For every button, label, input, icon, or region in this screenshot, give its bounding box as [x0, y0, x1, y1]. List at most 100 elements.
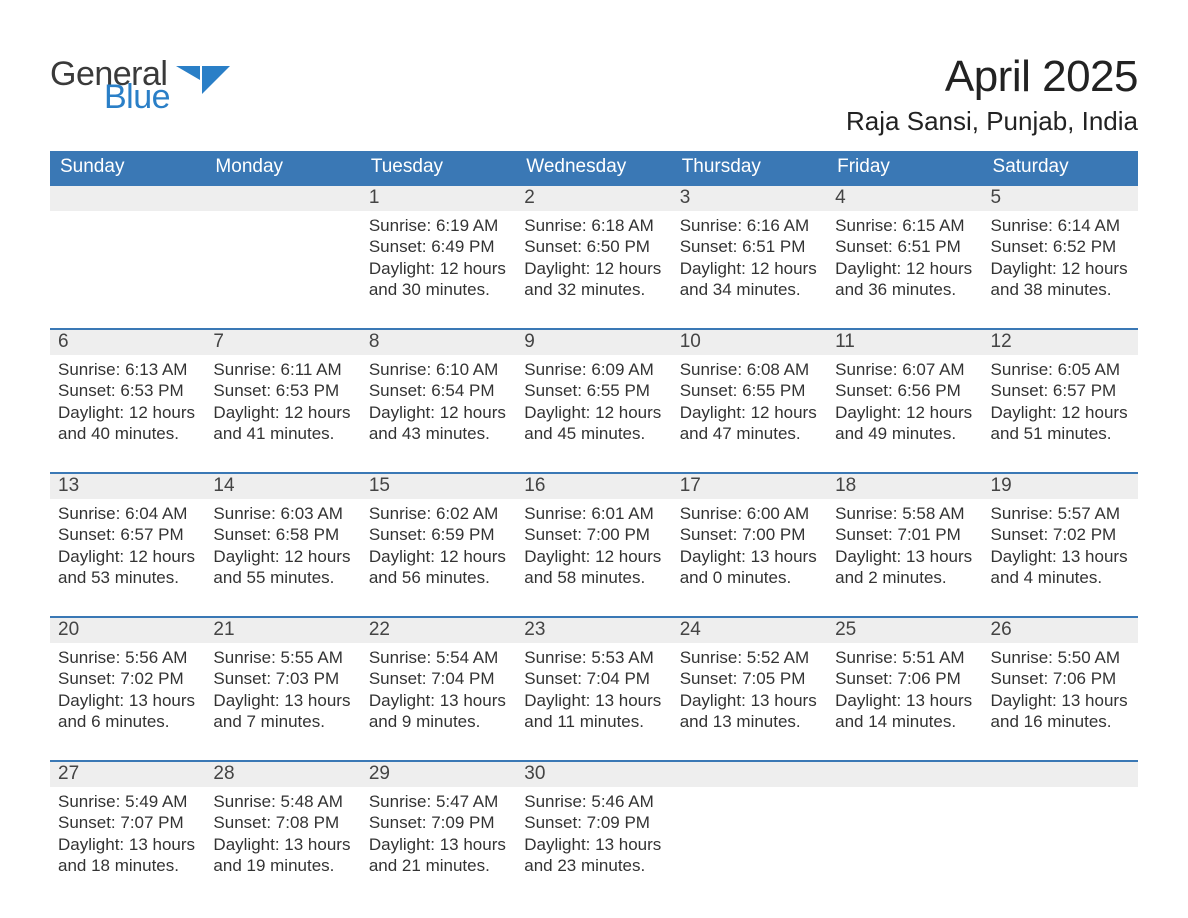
field-value: 7:03 PM	[276, 669, 339, 688]
field-value: 5:58 AM	[902, 504, 964, 523]
calendar-day-cell: 26Sunrise: 5:50 AMSunset: 7:06 PMDayligh…	[983, 617, 1138, 761]
day-content: Sunrise: 5:50 AMSunset: 7:06 PMDaylight:…	[983, 643, 1138, 760]
daylight-line: Daylight: 13 hours and 18 minutes.	[58, 834, 197, 877]
field-value: 6:08 AM	[747, 360, 809, 379]
calendar-day-cell: 16Sunrise: 6:01 AMSunset: 7:00 PMDayligh…	[516, 473, 671, 617]
sunrise-line: Sunrise: 6:03 AM	[213, 503, 352, 524]
day-content: Sunrise: 5:48 AMSunset: 7:08 PMDaylight:…	[205, 787, 360, 904]
field-value: 6:01 AM	[591, 504, 653, 523]
sunrise-line: Sunrise: 6:10 AM	[369, 359, 508, 380]
field-value: 6:16 AM	[747, 216, 809, 235]
day-number: 16	[516, 474, 671, 499]
field-label: Sunset:	[213, 525, 275, 544]
calendar-day-cell: 28Sunrise: 5:48 AMSunset: 7:08 PMDayligh…	[205, 761, 360, 904]
daylight-line: Daylight: 13 hours and 2 minutes.	[835, 546, 974, 589]
day-content: Sunrise: 6:10 AMSunset: 6:54 PMDaylight:…	[361, 355, 516, 472]
calendar-day-cell: 30Sunrise: 5:46 AMSunset: 7:09 PMDayligh…	[516, 761, 671, 904]
day-content	[672, 787, 827, 895]
field-label: Daylight:	[835, 691, 906, 710]
day-number: 29	[361, 762, 516, 787]
field-label: Daylight:	[991, 691, 1062, 710]
field-label: Sunset:	[524, 381, 586, 400]
field-label: Daylight:	[524, 835, 595, 854]
field-value: 6:53 PM	[276, 381, 339, 400]
field-label: Daylight:	[524, 547, 595, 566]
field-label: Sunrise:	[524, 648, 591, 667]
day-content: Sunrise: 5:56 AMSunset: 7:02 PMDaylight:…	[50, 643, 205, 760]
field-label: Sunset:	[680, 381, 742, 400]
daylight-line: Daylight: 12 hours and 56 minutes.	[369, 546, 508, 589]
day-content: Sunrise: 5:53 AMSunset: 7:04 PMDaylight:…	[516, 643, 671, 760]
field-value: 5:48 AM	[281, 792, 343, 811]
field-value: 5:57 AM	[1058, 504, 1120, 523]
field-label: Sunset:	[991, 669, 1053, 688]
field-label: Daylight:	[58, 835, 129, 854]
sunrise-line: Sunrise: 5:49 AM	[58, 791, 197, 812]
daylight-line: Daylight: 12 hours and 53 minutes.	[58, 546, 197, 589]
sunset-line: Sunset: 7:02 PM	[58, 668, 197, 689]
field-label: Daylight:	[680, 259, 751, 278]
sunset-line: Sunset: 6:57 PM	[58, 524, 197, 545]
field-value: 6:14 AM	[1058, 216, 1120, 235]
sunrise-line: Sunrise: 6:07 AM	[835, 359, 974, 380]
field-label: Daylight:	[213, 547, 284, 566]
field-label: Sunset:	[680, 669, 742, 688]
field-label: Sunset:	[835, 525, 897, 544]
day-content: Sunrise: 6:01 AMSunset: 7:00 PMDaylight:…	[516, 499, 671, 616]
field-value: 6:04 AM	[125, 504, 187, 523]
field-label: Sunrise:	[991, 648, 1058, 667]
day-content: Sunrise: 6:11 AMSunset: 6:53 PMDaylight:…	[205, 355, 360, 472]
field-value: 6:49 PM	[431, 237, 494, 256]
calendar-empty-cell	[983, 761, 1138, 904]
day-content: Sunrise: 6:16 AMSunset: 6:51 PMDaylight:…	[672, 211, 827, 328]
field-label: Daylight:	[58, 547, 129, 566]
sunset-line: Sunset: 6:54 PM	[369, 380, 508, 401]
day-content: Sunrise: 6:19 AMSunset: 6:49 PMDaylight:…	[361, 211, 516, 328]
sunset-line: Sunset: 6:55 PM	[524, 380, 663, 401]
field-value: 6:58 PM	[276, 525, 339, 544]
calendar-week-row: 1Sunrise: 6:19 AMSunset: 6:49 PMDaylight…	[50, 185, 1138, 329]
field-label: Sunrise:	[680, 216, 747, 235]
daylight-line: Daylight: 12 hours and 49 minutes.	[835, 402, 974, 445]
day-content: Sunrise: 5:58 AMSunset: 7:01 PMDaylight:…	[827, 499, 982, 616]
sunrise-line: Sunrise: 5:56 AM	[58, 647, 197, 668]
day-number: 7	[205, 330, 360, 355]
sunrise-line: Sunrise: 6:16 AM	[680, 215, 819, 236]
daylight-line: Daylight: 12 hours and 43 minutes.	[369, 402, 508, 445]
day-number: 13	[50, 474, 205, 499]
weekday-header: Thursday	[672, 151, 827, 185]
day-content: Sunrise: 6:00 AMSunset: 7:00 PMDaylight:…	[672, 499, 827, 616]
field-value: 6:11 AM	[281, 360, 342, 379]
day-content: Sunrise: 6:18 AMSunset: 6:50 PMDaylight:…	[516, 211, 671, 328]
sunrise-line: Sunrise: 6:18 AM	[524, 215, 663, 236]
field-label: Sunset:	[680, 237, 742, 256]
field-label: Daylight:	[680, 403, 751, 422]
sunset-line: Sunset: 7:08 PM	[213, 812, 352, 833]
field-value: 7:04 PM	[431, 669, 494, 688]
field-value: 7:01 PM	[897, 525, 960, 544]
field-value: 6:57 PM	[120, 525, 183, 544]
field-value: 6:57 PM	[1053, 381, 1116, 400]
field-label: Sunset:	[213, 669, 275, 688]
day-content: Sunrise: 5:52 AMSunset: 7:05 PMDaylight:…	[672, 643, 827, 760]
field-label: Daylight:	[213, 691, 284, 710]
field-value: 7:06 PM	[897, 669, 960, 688]
day-content: Sunrise: 6:08 AMSunset: 6:55 PMDaylight:…	[672, 355, 827, 472]
daylight-line: Daylight: 12 hours and 47 minutes.	[680, 402, 819, 445]
field-value: 6:51 PM	[742, 237, 805, 256]
logo-text-blue: Blue	[50, 83, 170, 112]
field-label: Daylight:	[991, 547, 1062, 566]
field-label: Daylight:	[213, 403, 284, 422]
field-value: 6:19 AM	[436, 216, 498, 235]
day-content	[50, 211, 205, 319]
daylight-line: Daylight: 12 hours and 51 minutes.	[991, 402, 1130, 445]
field-label: Daylight:	[369, 547, 440, 566]
field-label: Sunset:	[369, 525, 431, 544]
field-value: 6:10 AM	[436, 360, 498, 379]
field-label: Sunrise:	[835, 360, 902, 379]
field-label: Sunrise:	[680, 360, 747, 379]
sunrise-line: Sunrise: 5:50 AM	[991, 647, 1130, 668]
sunrise-line: Sunrise: 5:47 AM	[369, 791, 508, 812]
calendar-day-cell: 19Sunrise: 5:57 AMSunset: 7:02 PMDayligh…	[983, 473, 1138, 617]
weekday-header: Wednesday	[516, 151, 671, 185]
